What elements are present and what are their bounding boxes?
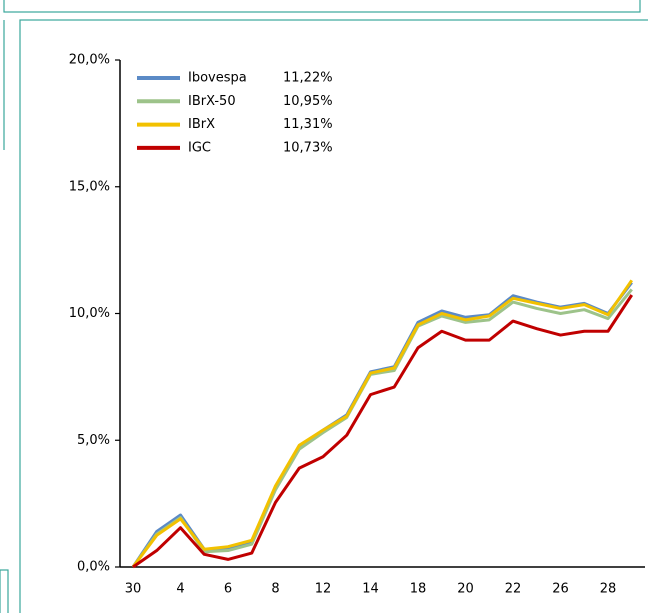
series-line [131,279,633,568]
x-tick-label: 22 [505,582,522,597]
legend-label: Ibovespa [188,71,247,86]
series-line [131,281,633,568]
x-tick-label: 12 [315,582,332,597]
x-tick-label: 20 [457,582,474,597]
side-frame [0,569,9,613]
x-tick-label: 4 [176,582,184,597]
legend-value: 11,31% [283,117,333,132]
y-tick-label: 20,0% [69,53,110,68]
legend-label: IBrX-50 [188,94,236,109]
x-tick-label: 18 [410,582,427,597]
chart-frame [19,19,648,613]
y-tick-label: 5,0% [77,433,110,448]
legend-value: 10,95% [283,94,333,109]
y-tick-label: 0,0% [77,560,110,575]
x-tick-label: 26 [552,582,569,597]
legend-label: IBrX [188,117,215,132]
x-tick-label: 8 [271,582,279,597]
x-tick-label: 6 [224,582,232,597]
legend-value: 11,22% [283,71,333,86]
legend-label: IGC [188,140,211,155]
legend-value: 10,73% [283,140,333,155]
series-line [131,288,633,568]
x-tick-label: 28 [600,582,617,597]
top-frame [3,0,641,13]
x-tick-label: 30 [125,582,142,597]
y-tick-label: 10,0% [69,306,110,321]
x-tick-label: 14 [362,582,379,597]
series-line [132,294,634,569]
y-tick-label: 15,0% [69,179,110,194]
